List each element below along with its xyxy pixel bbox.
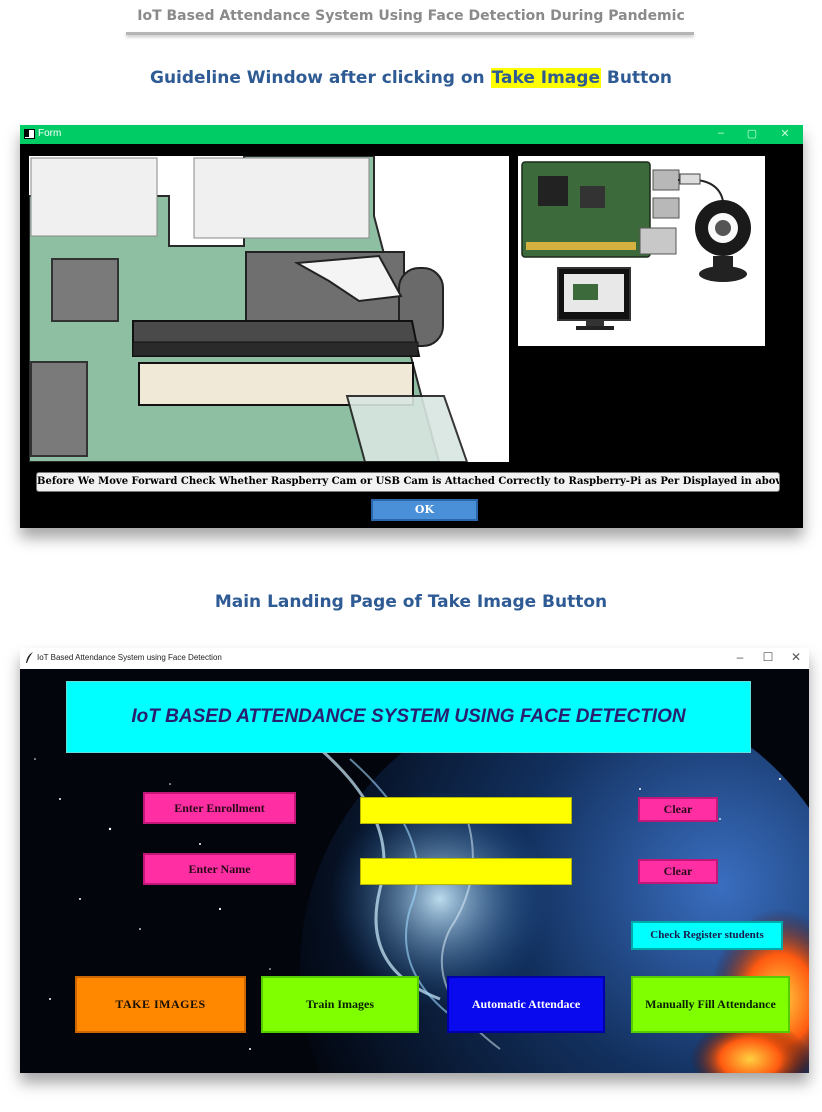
enrollment-label: Enter Enrollment [143, 792, 296, 824]
guideline-window: Form – ▢ ✕ [20, 125, 803, 528]
main-landing-window: IoT Based Attendance System using Face D… [20, 648, 809, 1073]
take-images-button[interactable]: TAKE IMAGES [75, 976, 246, 1033]
name-label: Enter Name [143, 853, 296, 885]
section-title-text: Guideline Window after clicking on [149, 68, 491, 88]
name-input[interactable] [360, 858, 572, 885]
app-window-icon [24, 129, 35, 139]
window-titlebar[interactable]: IoT Based Attendance System using Face D… [20, 648, 809, 669]
window-title: Form [38, 128, 62, 139]
connector-drawing [29, 156, 509, 462]
section-title-main: Main Landing Page of Take Image Button [214, 592, 608, 612]
maximize-icon[interactable]: ☐ [762, 650, 774, 664]
close-icon[interactable]: ✕ [790, 650, 802, 664]
camera-connector-illustration [29, 156, 509, 462]
ok-button[interactable]: OK [371, 499, 478, 521]
section-title-suffix: Button [600, 68, 672, 88]
feather-icon [26, 652, 33, 663]
pi-webcam-drawing [518, 156, 765, 346]
minimize-icon[interactable]: – [736, 650, 744, 664]
automatic-attendance-button[interactable]: Automatic Attendace [447, 976, 605, 1033]
minimize-icon[interactable]: – [717, 127, 725, 139]
raspberry-pi-webcam-photo [518, 156, 765, 346]
highlighted-phrase: Take Image [490, 68, 601, 88]
window-titlebar[interactable]: Form – ▢ ✕ [20, 125, 803, 144]
section-title-guideline: Guideline Window after clicking on Take … [0, 68, 822, 88]
close-icon[interactable]: ✕ [780, 128, 790, 140]
header-divider [126, 32, 694, 35]
guideline-instruction: Before We Move Forward Check Whether Ras… [36, 472, 780, 492]
enrollment-input[interactable] [360, 797, 572, 824]
maximize-icon[interactable]: ▢ [746, 128, 758, 140]
manual-attendance-button[interactable]: Manually Fill Attendance [631, 976, 790, 1033]
clear-enrollment-button[interactable]: Clear [638, 797, 718, 822]
check-register-students-button[interactable]: Check Register students [631, 921, 783, 950]
document-header: IoT Based Attendance System Using Face D… [137, 8, 685, 24]
app-banner-title: IoT BASED ATTENDANCE SYSTEM USING FACE D… [66, 681, 751, 753]
window-title: IoT Based Attendance System using Face D… [37, 653, 222, 662]
train-images-button[interactable]: Train Images [261, 976, 419, 1033]
clear-name-button[interactable]: Clear [638, 859, 718, 884]
